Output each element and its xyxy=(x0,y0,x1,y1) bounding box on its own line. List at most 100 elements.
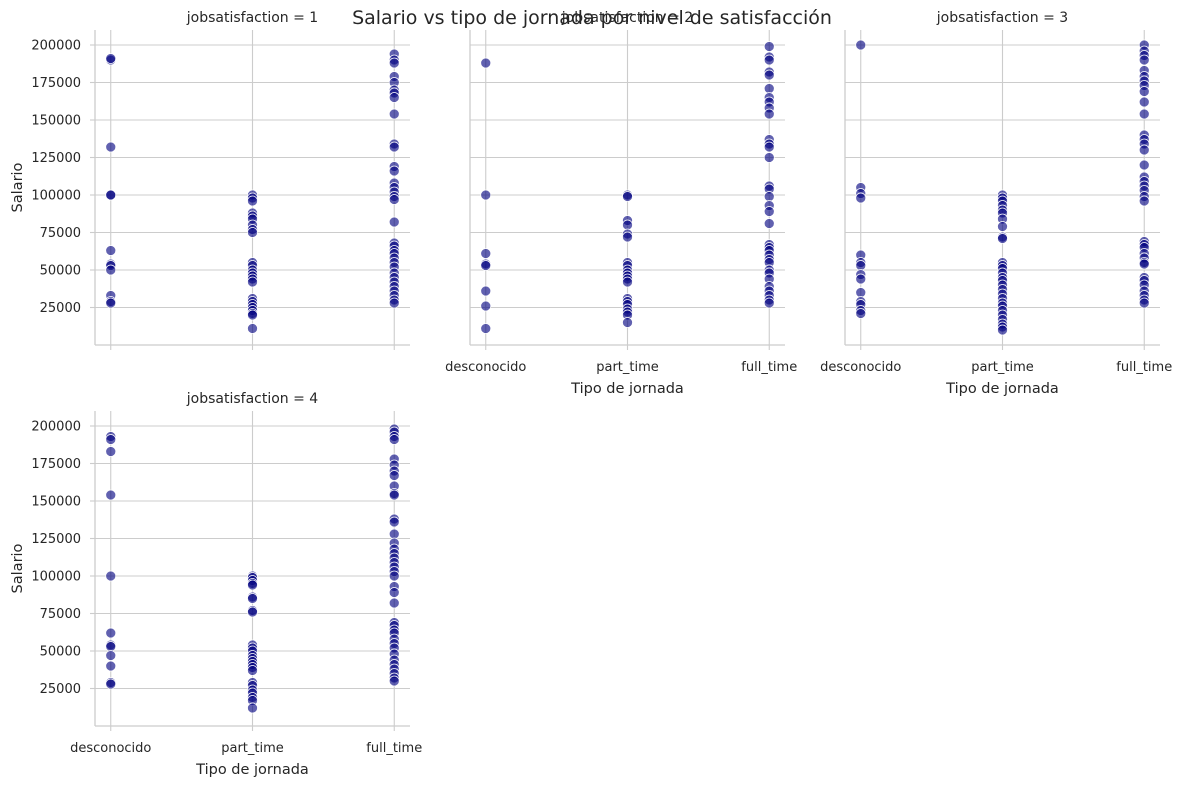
data-point xyxy=(763,83,775,94)
data-point xyxy=(388,141,400,153)
data-point xyxy=(1138,54,1150,66)
data-point xyxy=(105,650,117,661)
y-tick-label: 125000 xyxy=(31,151,81,166)
data-point xyxy=(388,597,400,609)
data-point xyxy=(763,191,775,202)
y-tick-label: 50000 xyxy=(40,645,81,660)
data-point xyxy=(480,300,492,312)
data-point xyxy=(480,260,492,271)
panel-1: 25000 50000 75000 100000 125000 150000 175000 2… xyxy=(10,10,410,350)
data-point xyxy=(763,54,775,66)
data-point xyxy=(105,189,117,201)
data-point xyxy=(105,489,117,501)
data-point xyxy=(105,264,117,276)
data-point xyxy=(247,593,258,604)
data-point xyxy=(1138,108,1150,120)
x-tick-label: desconocido xyxy=(445,360,526,375)
data-point xyxy=(388,489,400,501)
y-tick-label: 75000 xyxy=(40,226,81,241)
panel-2: desconocido part_time full_time jobsatisfac… xyxy=(445,10,797,397)
data-point xyxy=(388,570,400,582)
data-point xyxy=(480,189,492,201)
panel-title: jobsatisfaction = 1 xyxy=(186,10,318,26)
data-point xyxy=(622,219,633,231)
data-point xyxy=(1138,96,1150,108)
data-point xyxy=(105,245,117,256)
data-point xyxy=(1138,258,1150,270)
data-point xyxy=(622,191,633,202)
data-point xyxy=(105,678,117,690)
data-point xyxy=(388,57,400,69)
figure-title: Salario vs tipo de jornada por nivel de … xyxy=(352,7,832,29)
data-point xyxy=(388,194,400,205)
y-tick-label: 200000 xyxy=(31,39,81,54)
x-tick-label: full_time xyxy=(1116,360,1172,375)
data-point xyxy=(105,446,117,457)
x-tick-label: part_time xyxy=(971,360,1034,375)
data-point xyxy=(388,587,400,598)
y-tick-label: 150000 xyxy=(31,114,81,129)
data-point xyxy=(480,285,492,297)
data-point xyxy=(388,108,400,120)
data-point xyxy=(997,221,1008,232)
data-point xyxy=(105,141,117,153)
y-tick-label: 125000 xyxy=(31,532,81,547)
y-tick-label: 150000 xyxy=(31,495,81,510)
data-point xyxy=(388,297,400,309)
x-tick-label: desconocido xyxy=(70,741,151,756)
data-point xyxy=(855,260,867,271)
data-point xyxy=(247,276,258,288)
x-axis-label: Tipo de jornada xyxy=(195,762,309,778)
y-tick-label: 50000 xyxy=(40,264,81,279)
panel-title: jobsatisfaction = 4 xyxy=(186,391,319,407)
data-point xyxy=(388,216,400,228)
data-point xyxy=(247,702,258,714)
data-point xyxy=(247,606,258,618)
y-tick-label: 200000 xyxy=(31,420,81,435)
data-point xyxy=(480,248,492,259)
data-point xyxy=(247,323,258,334)
data-point xyxy=(997,324,1008,336)
data-point xyxy=(622,276,633,288)
data-point xyxy=(763,206,775,217)
data-point xyxy=(763,141,775,153)
data-point xyxy=(247,579,258,591)
y-tick-label: 100000 xyxy=(31,189,81,204)
y-axis-label: Salario xyxy=(10,162,26,212)
data-point xyxy=(105,660,117,672)
data-point xyxy=(388,165,400,177)
panel-title: jobsatisfaction = 3 xyxy=(936,10,1068,26)
data-point xyxy=(763,69,775,81)
y-tick-label: 25000 xyxy=(40,682,81,697)
data-point xyxy=(105,53,117,64)
data-point xyxy=(763,108,775,120)
data-point xyxy=(855,39,867,51)
data-point xyxy=(997,233,1008,244)
y-tick-label: 175000 xyxy=(31,457,81,472)
data-point xyxy=(105,570,117,582)
data-point xyxy=(388,675,400,687)
data-point xyxy=(763,152,775,163)
data-point xyxy=(247,309,258,321)
y-tick-label: 25000 xyxy=(40,301,81,316)
data-point xyxy=(855,273,867,285)
data-point xyxy=(247,665,258,676)
data-point xyxy=(480,57,492,69)
data-point xyxy=(855,192,867,204)
x-tick-label: full_time xyxy=(366,741,422,756)
x-tick-label: full_time xyxy=(741,360,797,375)
data-point xyxy=(763,297,775,309)
data-point xyxy=(1138,195,1150,207)
y-tick-label: 100000 xyxy=(31,570,81,585)
data-point xyxy=(763,218,775,229)
data-point xyxy=(388,528,400,540)
y-tick-label: 175000 xyxy=(31,76,81,91)
y-tick-label: 75000 xyxy=(40,607,81,622)
x-axis-label: Tipo de jornada xyxy=(570,381,684,397)
data-point xyxy=(480,323,492,334)
x-tick-label: part_time xyxy=(596,360,659,375)
y-axis-label: Salario xyxy=(10,543,26,593)
data-point xyxy=(105,297,117,309)
data-point xyxy=(388,470,400,481)
